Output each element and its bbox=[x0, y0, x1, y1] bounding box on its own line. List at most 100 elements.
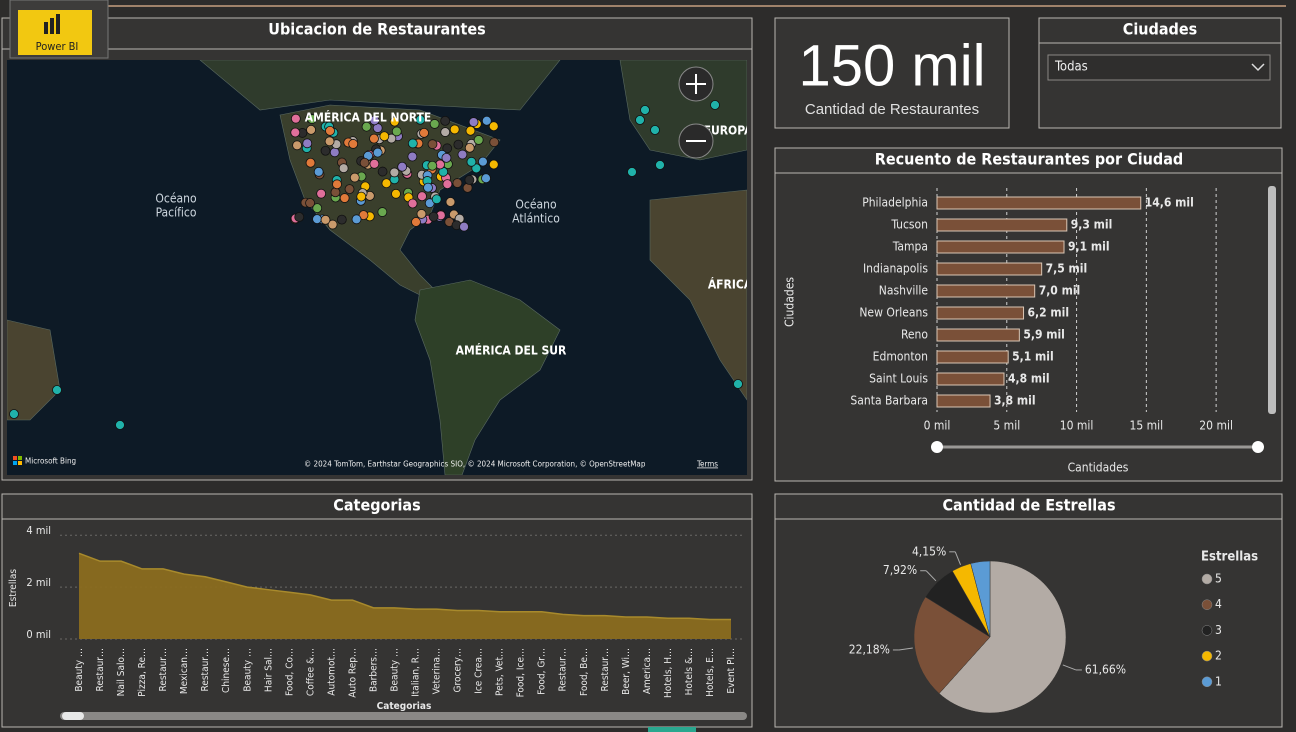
x-tick-label: Event Pl… bbox=[726, 648, 737, 694]
leader-line bbox=[898, 647, 913, 651]
map-label: Océano bbox=[515, 198, 557, 212]
map-point bbox=[478, 156, 488, 167]
slider-handle[interactable] bbox=[931, 441, 943, 453]
map-point bbox=[397, 161, 408, 172]
bing-logo bbox=[13, 456, 17, 460]
bar bbox=[936, 372, 1005, 386]
pie-slice bbox=[938, 560, 1067, 714]
map-provider: Microsoft Bing bbox=[25, 457, 76, 466]
map-point bbox=[320, 214, 331, 225]
x-tick-label: Restaur… bbox=[158, 648, 169, 691]
x-tick-label: Beauty … bbox=[242, 648, 253, 692]
logo-bar bbox=[44, 22, 48, 34]
scrollbar[interactable] bbox=[1268, 186, 1276, 414]
map-point bbox=[429, 119, 440, 129]
map-point bbox=[462, 182, 473, 193]
map-point bbox=[489, 137, 500, 148]
x-tick-label: Nail Salo… bbox=[116, 648, 127, 696]
map-point bbox=[290, 127, 301, 138]
map-point bbox=[320, 145, 331, 156]
slicer-value: Todas bbox=[1054, 60, 1088, 75]
area-line bbox=[78, 552, 731, 621]
bing-logo bbox=[13, 461, 17, 465]
land bbox=[649, 189, 747, 401]
kpi-card bbox=[774, 17, 1010, 129]
pie-slice bbox=[970, 560, 991, 638]
legend-label: 5 bbox=[1215, 572, 1222, 586]
data-label: 22,18% bbox=[849, 642, 890, 656]
map[interactable]: AMÉRICA DEL NORTE Océano Pacífico Océano… bbox=[7, 60, 753, 475]
scrollbar[interactable] bbox=[60, 712, 747, 720]
y-tick-label: Indianapolis bbox=[863, 262, 928, 276]
logo-bar bbox=[50, 18, 54, 34]
slicer-dropdown[interactable] bbox=[1047, 54, 1271, 81]
map-point bbox=[442, 143, 453, 154]
x-axis-title: Cantidades bbox=[1068, 461, 1129, 475]
map-point bbox=[381, 178, 392, 189]
map-point bbox=[471, 163, 482, 174]
map-terms[interactable]: Terms bbox=[696, 460, 718, 469]
logo-icon bbox=[44, 14, 60, 34]
map-point bbox=[339, 193, 350, 203]
x-tick-label: Food, Co… bbox=[284, 648, 295, 696]
leader-line bbox=[925, 570, 937, 582]
map-point bbox=[488, 159, 499, 170]
bar bbox=[936, 306, 1025, 320]
map-point bbox=[427, 139, 438, 150]
map-point bbox=[312, 214, 322, 224]
legend-label: 4 bbox=[1215, 597, 1222, 611]
scroll-thumb[interactable] bbox=[62, 712, 84, 720]
bar bbox=[936, 196, 1142, 210]
map-label: Atlántico bbox=[512, 212, 560, 226]
land bbox=[414, 279, 561, 475]
legend-label: 3 bbox=[1215, 623, 1222, 637]
map-point bbox=[327, 219, 338, 230]
y-tick-label: Saint Louis bbox=[869, 372, 928, 386]
map-point bbox=[417, 191, 427, 202]
data-label: 5,1 mil bbox=[1012, 350, 1054, 364]
logo-bar bbox=[56, 14, 60, 34]
area bbox=[79, 553, 731, 639]
kpi-label: Cantidad de Restaurantes bbox=[805, 101, 979, 118]
map-point bbox=[369, 158, 380, 169]
legend-title: Estrellas bbox=[1201, 550, 1258, 565]
map-point bbox=[407, 151, 418, 162]
y-tick-label: New Orleans bbox=[859, 306, 928, 320]
page-tab[interactable] bbox=[648, 727, 696, 732]
bar bbox=[936, 262, 1043, 276]
map-point bbox=[453, 139, 464, 150]
data-label: 9,3 mil bbox=[1071, 218, 1113, 232]
data-label: 7,0 mil bbox=[1039, 284, 1081, 298]
map-point bbox=[488, 121, 499, 132]
legend-swatch bbox=[1201, 676, 1213, 688]
map-point bbox=[9, 409, 19, 419]
map-point bbox=[428, 211, 439, 222]
x-tick-label: Beauty … bbox=[74, 648, 85, 692]
map-point bbox=[640, 105, 650, 115]
zoom-in-icon bbox=[686, 74, 706, 94]
slider-handle[interactable] bbox=[1252, 441, 1264, 453]
x-tick-label: Hotels, H… bbox=[663, 648, 674, 698]
data-label: 6,2 mil bbox=[1028, 306, 1070, 320]
x-tick-label: Pizza, Re… bbox=[137, 648, 148, 697]
map-point bbox=[313, 166, 324, 177]
x-tick-label: Automot… bbox=[326, 648, 337, 696]
data-label: 3,8 mil bbox=[994, 394, 1036, 408]
area-title: Categorias bbox=[333, 496, 420, 515]
map-point bbox=[52, 385, 62, 395]
dropdown-chevron bbox=[1251, 63, 1265, 72]
data-label: 4,15% bbox=[912, 544, 946, 558]
x-tick-label: 15 mil bbox=[1130, 419, 1164, 433]
x-tick-label: Restaur… bbox=[95, 648, 106, 691]
bar bbox=[936, 218, 1068, 232]
x-tick-label: Beauty … bbox=[389, 648, 400, 692]
map-point bbox=[115, 420, 125, 430]
map-point bbox=[466, 156, 477, 167]
x-tick-label: Auto Rep… bbox=[347, 648, 358, 698]
map-point bbox=[457, 149, 468, 160]
x-tick-label: 0 mil bbox=[924, 419, 951, 433]
bar bbox=[936, 394, 991, 408]
map-point bbox=[316, 188, 327, 199]
map-point bbox=[306, 125, 316, 135]
map-point bbox=[411, 217, 421, 227]
